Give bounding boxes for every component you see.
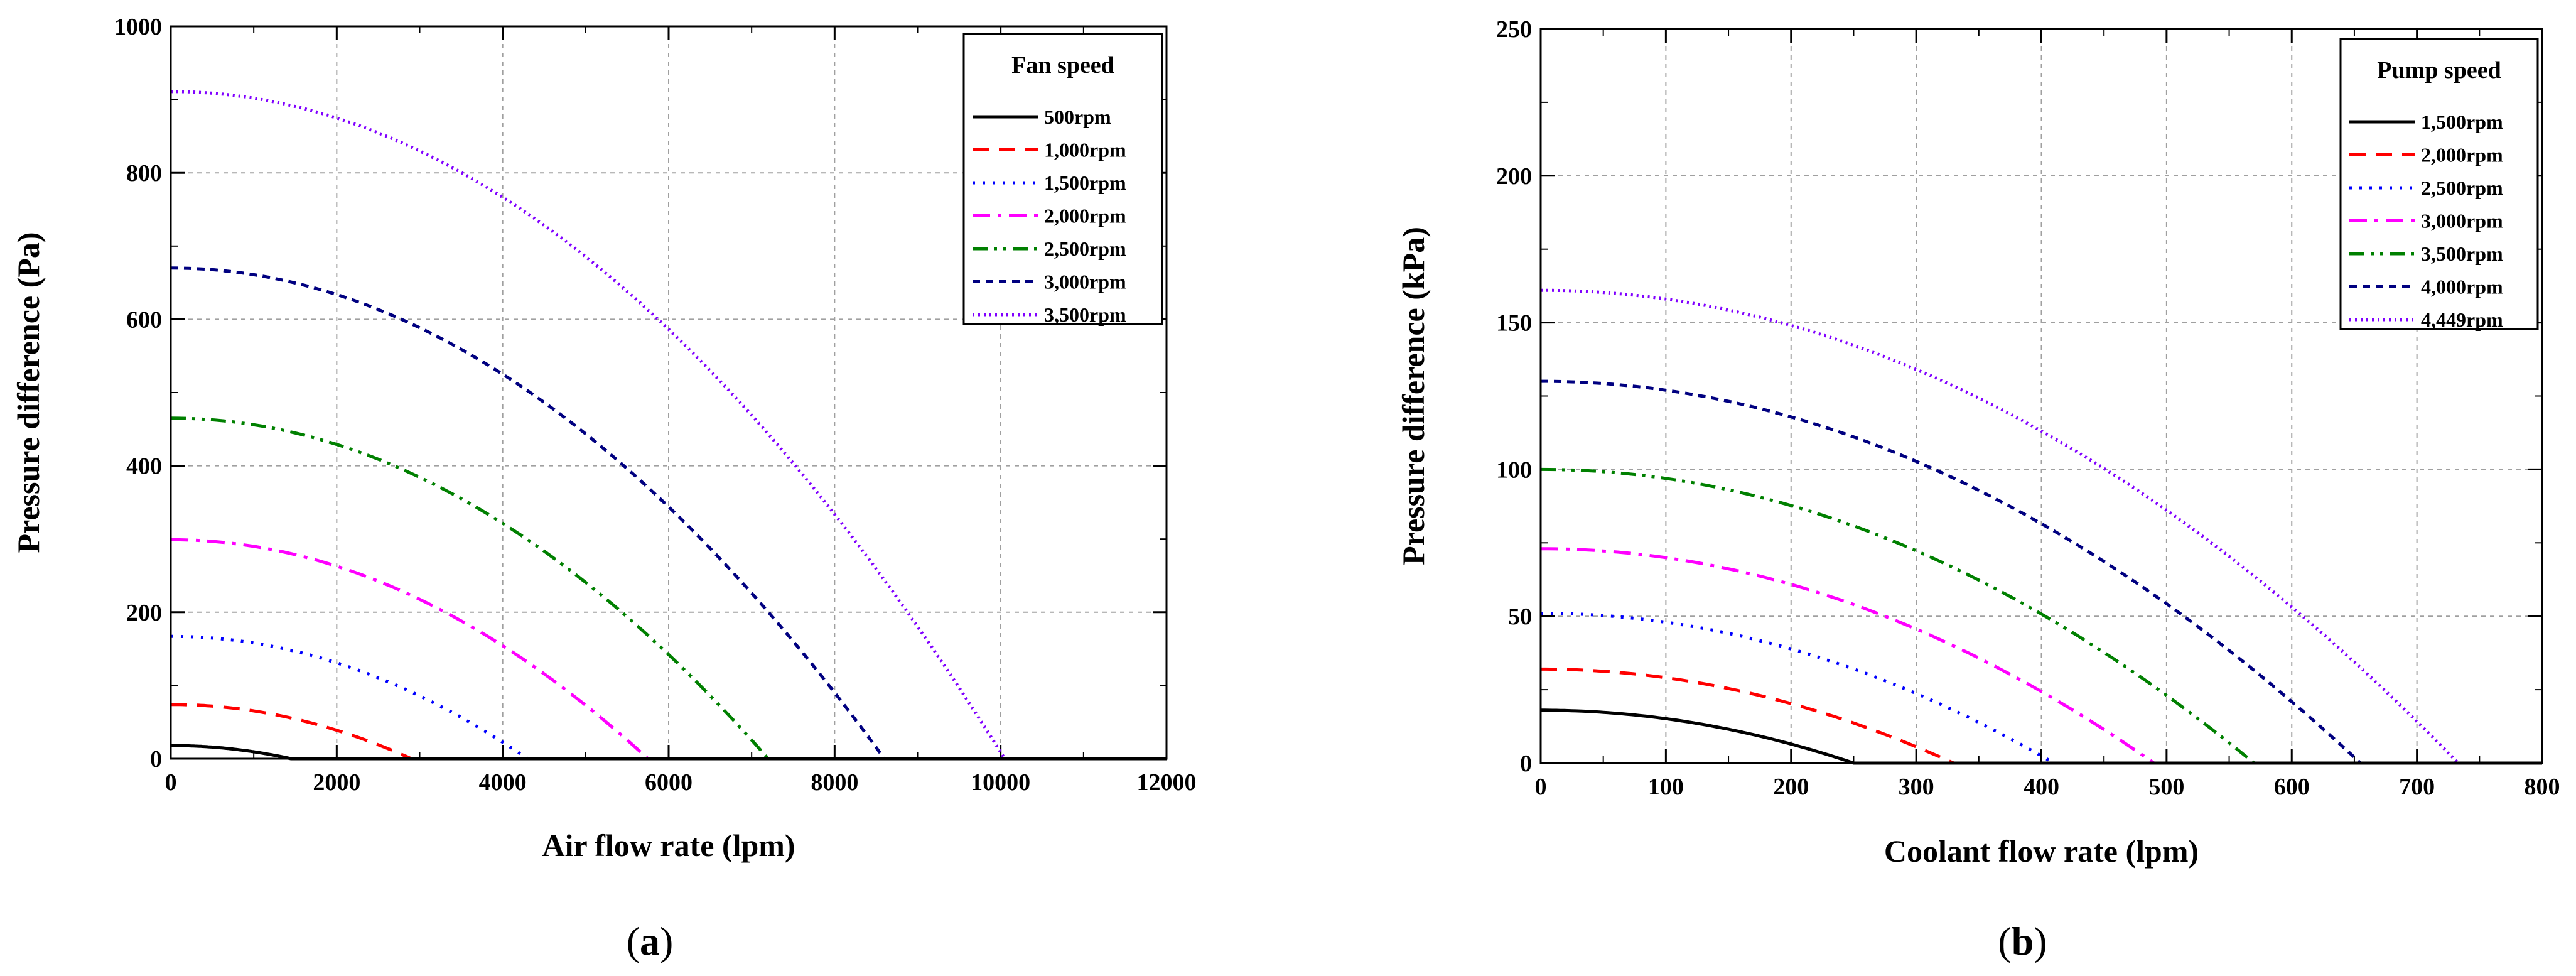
chart-a-x-tick-label: 6000 <box>645 769 693 796</box>
chart-b-y-tick-label: 250 <box>1496 16 1532 43</box>
chart-b-y-axis-title: Pressure difference (kPa) <box>1396 227 1431 565</box>
chart-a-legend-label: 1,000rpm <box>1044 139 1126 161</box>
chart-b-series-2500rpm <box>1540 612 2542 765</box>
chart-a-y-tick-label: 800 <box>126 160 162 187</box>
chart-b-legend-label: 2,000rpm <box>2421 144 2503 166</box>
chart-a-series-3500rpm <box>170 90 1167 761</box>
chart-a-y-tick-label: 400 <box>126 453 162 480</box>
chart-b: 0 100 200 300 400 500 600 700 800 0 50 100 150 200 250… <box>1396 16 2560 963</box>
chart-a-legend-label: 1,500rpm <box>1044 171 1126 194</box>
chart-b-legend-label: 3,000rpm <box>2421 210 2503 232</box>
chart-a-y-tick-label: 200 <box>126 600 162 626</box>
chart-a-panel-label: (a) <box>627 919 674 963</box>
chart-b-legend-label: 4,000rpm <box>2421 276 2503 298</box>
chart-b-y-tick-label: 100 <box>1496 457 1532 483</box>
chart-a-series-2500rpm <box>170 416 1167 761</box>
chart-b-series-2000rpm <box>1541 667 2542 765</box>
chart-a-y-tick-label: 1000 <box>114 14 162 40</box>
chart-b-y-tick-label: 200 <box>1496 163 1532 190</box>
chart-a-series-3000rpm <box>170 266 1167 761</box>
chart-a-x-tick-label: 4000 <box>479 769 527 796</box>
chart-b-x-tick-label: 600 <box>2274 774 2310 800</box>
chart-b-x-tick-label: 100 <box>1648 774 1684 800</box>
chart-a-x-tick-label: 10000 <box>971 769 1030 796</box>
chart-b-x-tick-label: 700 <box>2399 774 2435 800</box>
chart-b-legend-label: 4,449rpm <box>2421 308 2503 331</box>
chart-a-y-axis-title: Pressure difference (Pa) <box>11 232 46 553</box>
chart-b-x-tick-label: 800 <box>2525 774 2560 800</box>
chart-a-legend-label: 2,000rpm <box>1044 205 1126 227</box>
chart-a-x-axis-title: Air flow rate (lpm) <box>542 828 795 863</box>
chart-b-panel-label: (b) <box>1998 919 2047 963</box>
chart-b-series-3000rpm <box>1541 547 2542 765</box>
chart-a-y-tick-label: 0 <box>150 746 162 773</box>
chart-a-legend-title: Fan speed <box>1011 52 1114 79</box>
chart-b-y-tick-label: 0 <box>1520 751 1532 777</box>
chart-a-legend-label: 3,500rpm <box>1044 303 1126 326</box>
chart-a-legend-label: 500rpm <box>1044 106 1111 128</box>
chart-a-series-500rpm <box>170 744 1167 761</box>
chart-b-x-tick-label: 300 <box>1899 774 1934 800</box>
chart-b-legend-label: 2,500rpm <box>2421 176 2503 199</box>
chart-b-x-tick-label: 200 <box>1773 774 1809 800</box>
chart-a-x-tick-label: 12000 <box>1137 769 1197 796</box>
chart-b-series-1500rpm <box>1541 708 2542 765</box>
chart-b-x-tick-label: 500 <box>2148 774 2184 800</box>
chart-b-x-axis-title: Coolant flow rate (lpm) <box>1884 833 2199 869</box>
chart-b-legend-label: 3,500rpm <box>2421 242 2503 265</box>
chart-b-series-4000rpm <box>1540 379 2542 765</box>
chart-a-x-tick-label: 8000 <box>811 769 858 796</box>
chart-a-legend-label: 2,500rpm <box>1044 237 1126 260</box>
chart-b-x-tick-label: 0 <box>1535 774 1547 800</box>
chart-a-y-tick-label: 600 <box>126 306 162 333</box>
chart-b-x-tick-label: 400 <box>2024 774 2059 800</box>
chart-a-series-1500rpm <box>171 634 1167 761</box>
chart-b-y-tick-label: 150 <box>1496 310 1532 337</box>
chart-b-legend-title: Pump speed <box>2377 57 2501 84</box>
chart-a: 0 2000 4000 6000 8000 10000 12000 0 200 400 600 800… <box>11 14 1197 963</box>
chart-a-legend-box <box>962 33 1163 325</box>
chart-b-legend-box <box>2339 38 2539 330</box>
chart-a-x-tick-label: 2000 <box>313 769 360 796</box>
chart-a-legend-label: 3,000rpm <box>1044 271 1126 293</box>
chart-a-series-2000rpm <box>171 538 1167 761</box>
chart-a-plot-frame <box>170 25 1168 760</box>
chart-b-series-3500rpm <box>1540 467 2542 765</box>
chart-b-legend-label: 1,500rpm <box>2421 111 2503 133</box>
chart-b-y-tick-label: 50 <box>1508 604 1532 630</box>
chart-a-x-tick-label: 0 <box>165 769 177 796</box>
chart-b-plot-frame <box>1539 28 2543 764</box>
chart-a-series-1000rpm <box>171 703 1167 761</box>
